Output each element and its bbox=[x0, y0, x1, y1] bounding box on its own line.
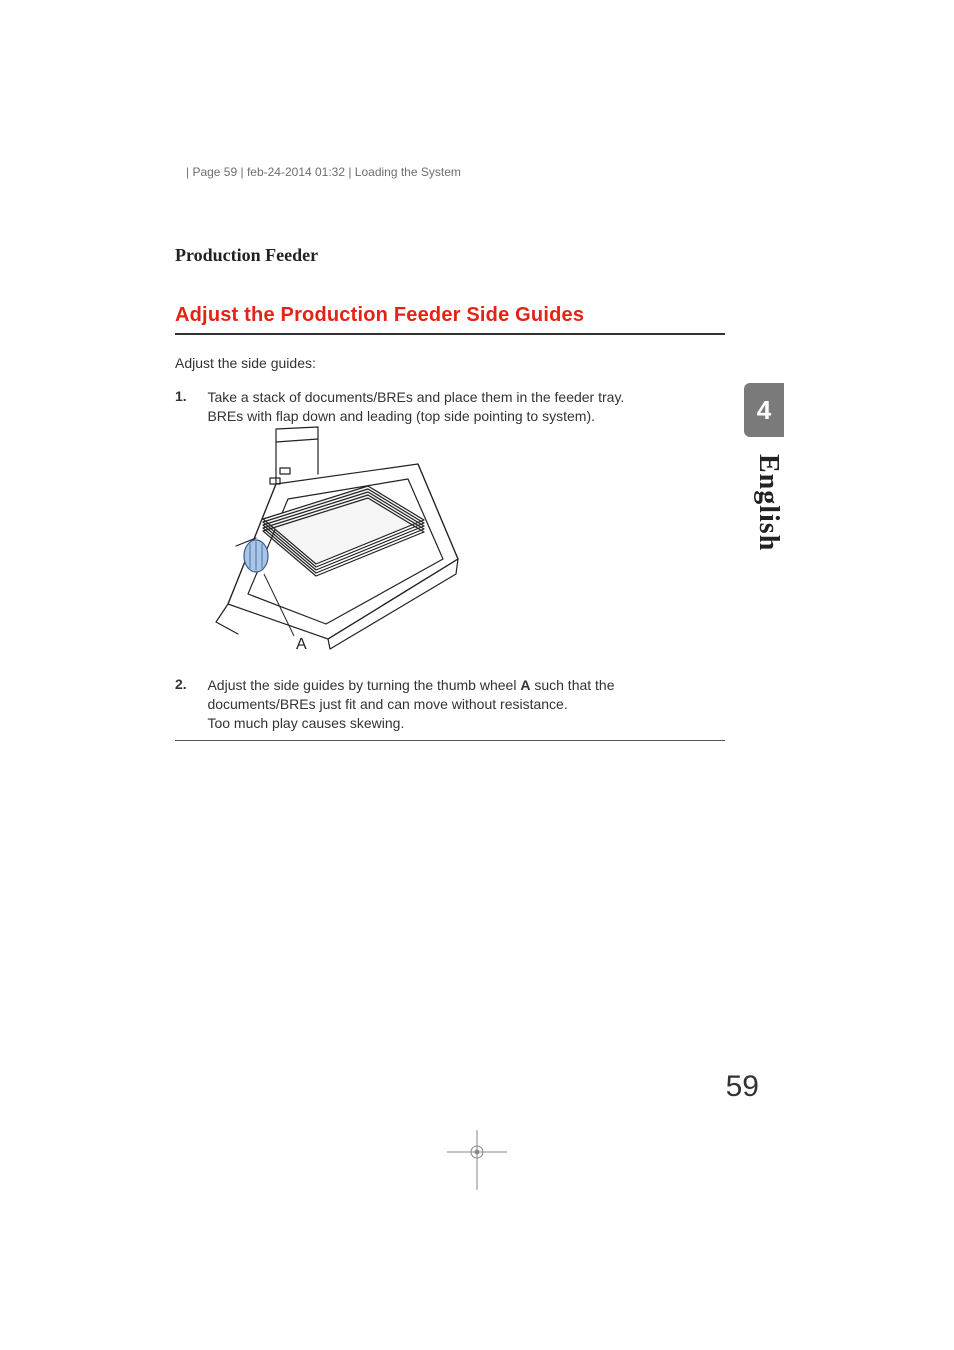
step-1-number: 1. bbox=[175, 388, 203, 404]
header-metadata: | Page 59 | feb-24-2014 01:32 | Loading … bbox=[186, 165, 461, 179]
heading-underline bbox=[175, 333, 725, 335]
step-2: 2. Adjust the side guides by turning the… bbox=[175, 676, 725, 733]
section-end-rule bbox=[175, 740, 725, 741]
step-1: 1. Take a stack of documents/BREs and pl… bbox=[175, 388, 725, 426]
step-1-line1: Take a stack of documents/BREs and place… bbox=[207, 389, 624, 405]
step-2-line2: Too much play causes skewing. bbox=[207, 715, 404, 731]
chapter-tab: 4 bbox=[744, 383, 784, 437]
intro-text: Adjust the side guides: bbox=[175, 355, 316, 371]
step-2-body: Adjust the side guides by turning the th… bbox=[207, 676, 717, 733]
main-heading: Adjust the Production Feeder Side Guides bbox=[175, 304, 725, 327]
main-heading-block: Adjust the Production Feeder Side Guides bbox=[175, 304, 725, 335]
figure-label-a: A bbox=[296, 636, 307, 653]
step-1-line2: BREs with flap down and leading (top sid… bbox=[207, 408, 595, 424]
step-2-bold-a: A bbox=[520, 677, 530, 693]
crop-mark-icon bbox=[447, 1130, 507, 1195]
page-container: | Page 59 | feb-24-2014 01:32 | Loading … bbox=[0, 0, 954, 1350]
language-label: English bbox=[752, 454, 784, 551]
step-2-number: 2. bbox=[175, 676, 203, 692]
step-2-pre: Adjust the side guides by turning the th… bbox=[207, 677, 520, 693]
feeder-svg: A bbox=[208, 424, 468, 656]
feeder-illustration: A bbox=[208, 424, 468, 656]
section-title: Production Feeder bbox=[175, 245, 318, 266]
step-1-body: Take a stack of documents/BREs and place… bbox=[207, 388, 717, 426]
page-number: 59 bbox=[726, 1070, 759, 1104]
